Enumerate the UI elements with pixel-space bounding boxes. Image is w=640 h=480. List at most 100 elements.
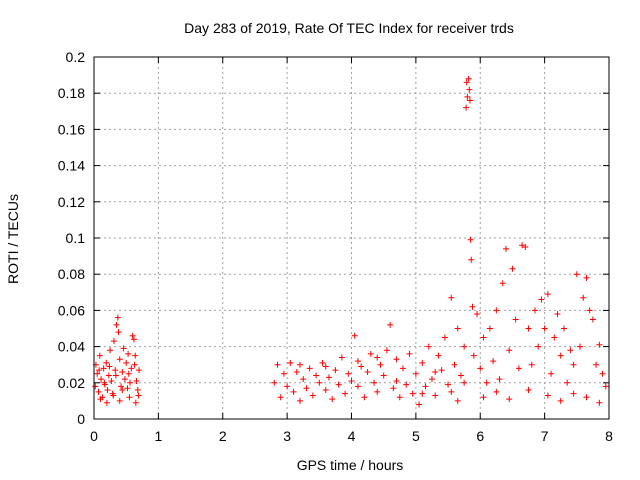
data-point [477,365,484,372]
data-point [119,368,126,375]
data-point [319,359,326,366]
data-point [499,280,506,287]
x-tick-label: 0 [90,428,98,444]
data-point [358,363,365,370]
data-point [271,379,278,386]
data-point [409,390,416,397]
data-point [567,347,574,354]
data-point [383,347,390,354]
data-point [313,372,320,379]
data-point [125,350,132,357]
data-point [107,347,114,354]
data-point [490,358,497,365]
data-point [570,390,577,397]
data-point [100,365,107,372]
data-point [525,325,532,332]
y-tick-label: 0.18 [58,85,85,101]
data-point [515,365,522,372]
data-point [110,338,117,345]
data-point [96,352,103,359]
data-point [300,376,307,383]
data-point [297,361,303,368]
data-point [583,394,590,401]
data-point [284,383,291,390]
data-point [361,394,368,401]
data-point [103,359,110,366]
x-tick-label: 3 [283,428,291,444]
data-point [130,336,137,343]
chart-title: Day 283 of 2019, Rate Of TEC Index for r… [184,20,514,36]
data-point [531,307,538,314]
data-point [448,388,455,395]
data-point [432,392,439,399]
data-point [115,329,122,336]
data-point [441,334,448,341]
data-point [593,361,600,368]
data-point [132,399,139,406]
data-point [322,363,329,370]
data-point [403,381,410,388]
data-point [306,365,313,372]
x-axis-title: GPS time / hours [297,457,404,473]
data-point [461,379,468,386]
data-point [596,399,603,406]
data-point [400,365,406,372]
data-point [131,361,138,368]
data-point [121,376,128,383]
y-tick-label: 0.04 [58,339,85,355]
data-point [528,361,535,368]
data-point [293,368,300,375]
data-point [457,372,464,379]
y-tick-label: 0.1 [66,230,86,246]
data-point [277,394,284,401]
data-point [557,397,564,404]
data-point [506,396,513,403]
data-point [435,352,442,359]
y-tick-label: 0.16 [58,121,85,137]
data-point [493,307,500,314]
data-point [438,367,445,374]
y-tick-label: 0.08 [58,266,85,282]
data-point [469,303,476,310]
data-point [354,383,361,390]
data-point [335,381,342,388]
data-point [544,392,551,399]
points-layer [92,75,609,408]
data-point [322,387,329,394]
x-tick-label: 4 [348,428,356,444]
data-point [406,350,413,357]
data-point [348,377,355,384]
data-point [119,387,126,394]
data-point [371,379,378,386]
data-point [525,387,532,394]
data-point [419,390,426,397]
data-point [428,376,435,383]
data-point [493,388,500,395]
data-point [486,325,493,332]
data-point [134,387,141,394]
data-point [509,265,516,272]
data-point [586,307,593,314]
data-point [448,294,455,301]
y-tick-label: 0.2 [66,49,86,65]
data-point [329,396,336,403]
data-point [101,379,108,386]
data-point [522,244,529,251]
data-point [290,388,297,395]
data-point [393,356,400,363]
data-point [445,381,452,388]
data-point [135,392,142,399]
y-axis-title: ROTI / TECUs [5,194,21,284]
y-tick-label: 0.12 [58,194,85,210]
data-point [380,372,387,379]
data-point [570,361,577,368]
data-point [390,385,397,392]
data-point [309,392,316,399]
data-point [519,242,526,249]
data-point [126,394,133,401]
data-point [480,334,487,341]
data-point [544,291,551,298]
data-point [133,377,140,384]
data-point [463,104,470,111]
